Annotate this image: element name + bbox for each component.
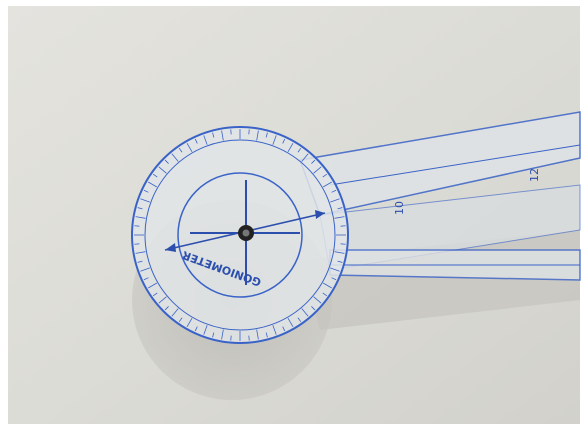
arm-number: 10 xyxy=(393,201,406,215)
arm-number: 12 xyxy=(528,168,541,182)
dial: GONIOMETER xyxy=(132,127,348,343)
photo: 10 12 GONIOMETER xyxy=(0,0,587,427)
